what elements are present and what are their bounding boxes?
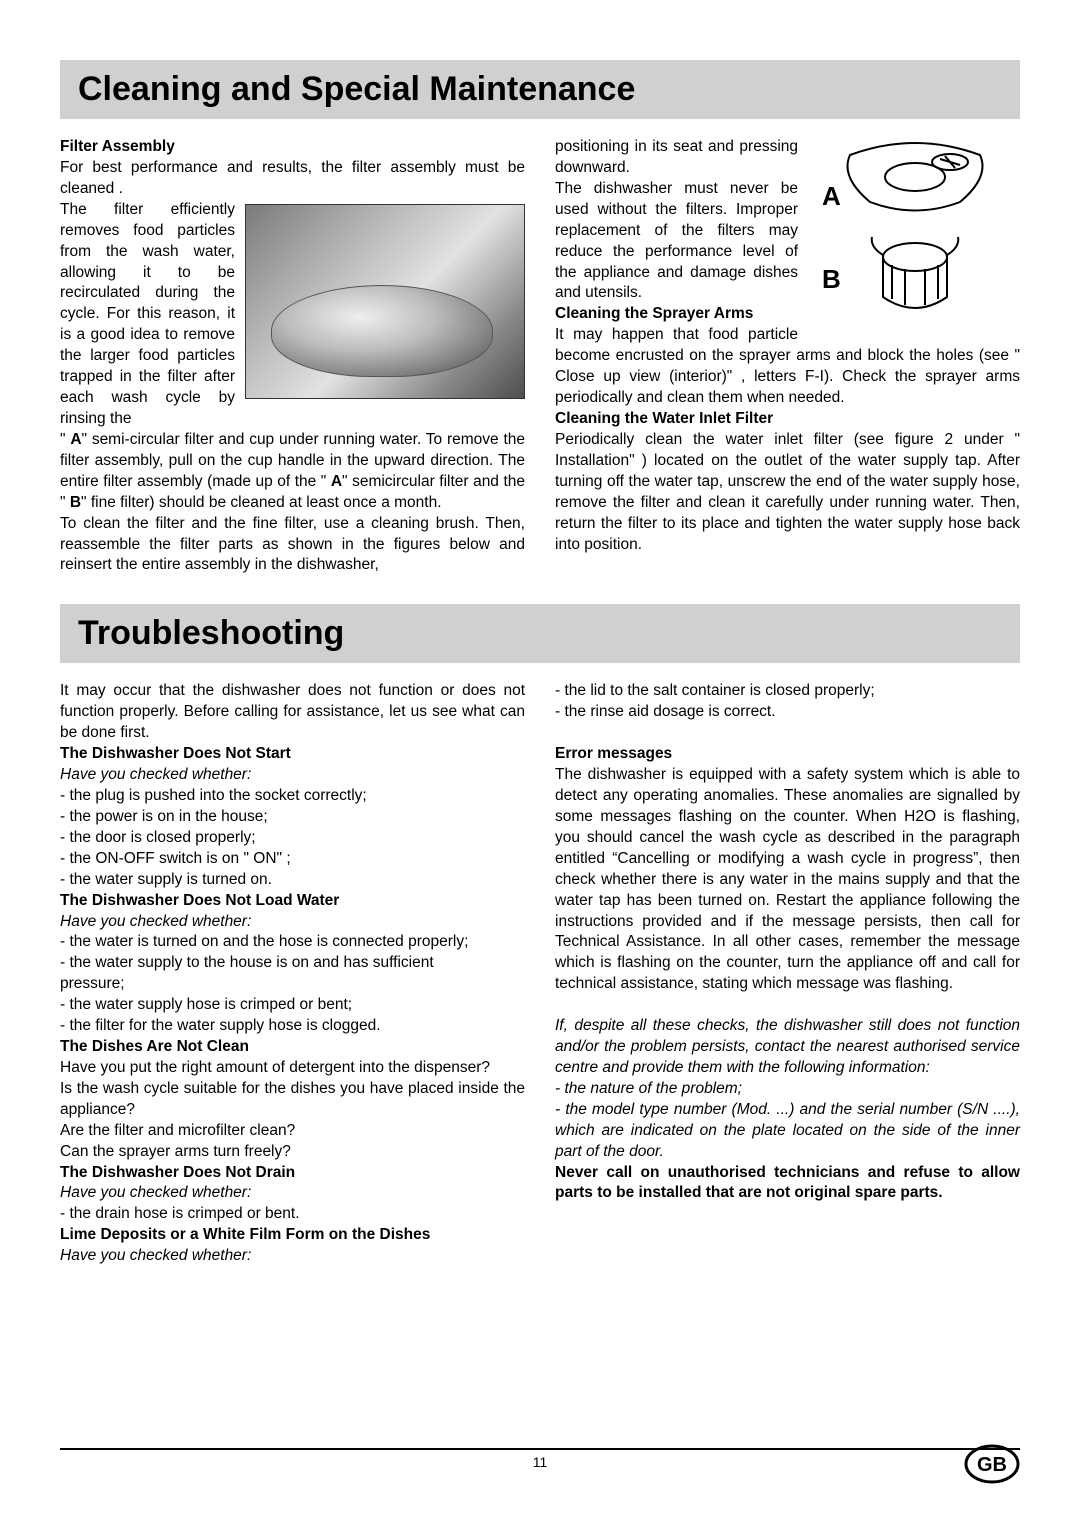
t: B (70, 494, 81, 511)
tl-p3: Is the wash cycle suitable for the dishe… (60, 1079, 525, 1121)
diagram-label-a: A (822, 179, 841, 214)
right-p4: Periodically clean the water inlet filte… (555, 430, 1020, 556)
t: A (331, 473, 342, 490)
tl-h5: Lime Deposits or a White Film Form on th… (60, 1225, 525, 1246)
footer-rule (60, 1448, 1020, 1450)
tl-l9: - the filter for the water supply hose i… (60, 1016, 525, 1037)
t: " fine filter) should be cleaned at leas… (81, 494, 442, 511)
section-title-troubleshooting: Troubleshooting (78, 614, 1002, 653)
tl-l1: - the plug is pushed into the socket cor… (60, 786, 525, 807)
tl-l6: - the water is turned on and the hose is… (60, 932, 525, 953)
cleaning-left-col: Filter Assembly For best performance and… (60, 137, 525, 576)
section-title-cleaning: Cleaning and Special Maintenance (78, 70, 1002, 109)
water-inlet-heading: Cleaning the Water Inlet Filter (555, 409, 1020, 430)
gb-text: GB (977, 1454, 1007, 1476)
section-header-cleaning: Cleaning and Special Maintenance (60, 60, 1020, 119)
troubleshooting-columns: It may occur that the dishwasher does no… (60, 681, 1020, 1267)
tl-l8: - the water supply hose is crimped or be… (60, 995, 525, 1016)
filter-photo (245, 204, 525, 399)
cleaning-right-col: A B positioning in its seat and pressing… (555, 137, 1020, 576)
filter-p3: " A" semi-circular filter and cup under … (60, 430, 525, 514)
trouble-right-col: - the lid to the salt container is close… (555, 681, 1020, 1267)
tl-p1: It may occur that the dishwasher does no… (60, 681, 525, 744)
tl-h1: The Dishwasher Does Not Start (60, 744, 525, 765)
diagram-label-b: B (822, 262, 841, 297)
tr-h1: Error messages (555, 744, 1020, 765)
right-p3: It may happen that food particle become … (555, 325, 1020, 409)
tl-h4: The Dishwasher Does Not Drain (60, 1163, 525, 1184)
tr-p5: Never call on unauthorised technicians a… (555, 1163, 1020, 1205)
tr-p4: - the model type number (Mod. ...) and t… (555, 1100, 1020, 1163)
tl-l3: - the door is closed properly; (60, 828, 525, 849)
tl-l10: - the drain hose is crimped or bent. (60, 1204, 525, 1225)
cleaning-columns: Filter Assembly For best performance and… (60, 137, 1020, 576)
tl-l5: - the water supply is turned on. (60, 870, 525, 891)
tl-q1: Have you checked whether: (60, 765, 525, 786)
tr-l1: - the lid to the salt container is close… (555, 681, 1020, 702)
tl-q2: Have you checked whether: (60, 912, 525, 933)
tr-p2: If, despite all these checks, the dishwa… (555, 1016, 1020, 1079)
tr-l2: - the rinse aid dosage is correct. (555, 702, 1020, 723)
tl-l7: - the water supply to the house is on an… (60, 953, 525, 974)
t: " (60, 431, 70, 448)
filter-diagram: A B (810, 137, 1020, 332)
tl-h3: The Dishes Are Not Clean (60, 1037, 525, 1058)
tr-p1: The dishwasher is equipped with a safety… (555, 765, 1020, 995)
tl-p5: Can the sprayer arms turn freely? (60, 1142, 525, 1163)
t: A (70, 431, 81, 448)
tl-l7b: pressure; (60, 974, 525, 995)
trouble-left-col: It may occur that the dishwasher does no… (60, 681, 525, 1267)
tl-q4: Have you checked whether: (60, 1246, 525, 1267)
tl-h2: The Dishwasher Does Not Load Water (60, 891, 525, 912)
filter-p4: To clean the filter and the fine filter,… (60, 514, 525, 577)
page-number: 11 (0, 1454, 1080, 1470)
tl-p2: Have you put the right amount of deterge… (60, 1058, 525, 1079)
section-header-troubleshooting: Troubleshooting (60, 604, 1020, 663)
tl-l2: - the power is on in the house; (60, 807, 525, 828)
filter-assembly-heading: Filter Assembly (60, 137, 525, 158)
tl-l4: - the ON-OFF switch is on " ON" ; (60, 849, 525, 870)
tl-p4: Are the filter and microfilter clean? (60, 1121, 525, 1142)
tl-q3: Have you checked whether: (60, 1183, 525, 1204)
tr-p3: - the nature of the problem; (555, 1079, 1020, 1100)
filter-p1: For best performance and results, the fi… (60, 158, 525, 200)
gb-badge: GB (964, 1444, 1020, 1484)
